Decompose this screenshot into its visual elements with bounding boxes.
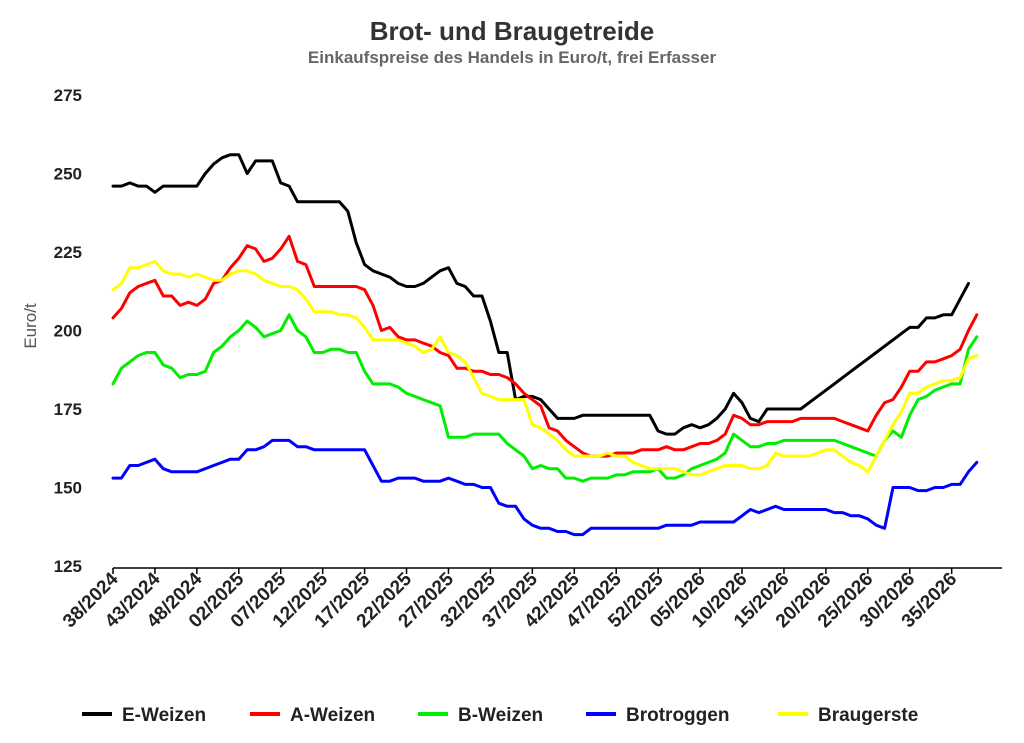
y-tick-label: 225 xyxy=(54,243,82,262)
legend-label: B-Weizen xyxy=(458,705,543,726)
y-tick-label: 200 xyxy=(54,322,82,341)
plot-area xyxy=(111,153,979,537)
y-tick-label: 125 xyxy=(54,557,82,576)
y-tick-label: 150 xyxy=(54,479,82,498)
series-line-braugerste xyxy=(111,259,979,477)
legend: E-Weizen A-Weizen B-Weizen Brotroggen Brauge… xyxy=(82,705,918,726)
legend-label: A-Weizen xyxy=(290,705,375,726)
series-line-e-weizen xyxy=(111,153,970,436)
x-axis: 38/202443/202448/202402/202507/202512/20… xyxy=(59,567,1002,632)
series-line-brotroggen xyxy=(111,438,979,537)
legend-label: E-Weizen xyxy=(122,705,206,726)
legend-label: Brotroggen xyxy=(626,705,729,726)
chart-title: Brot- und Braugetreide xyxy=(369,16,655,46)
y-tick-label: 250 xyxy=(54,165,82,184)
legend-label: Braugerste xyxy=(818,705,918,726)
y-tick-label: 275 xyxy=(54,86,82,105)
y-axis-label: Euro/t xyxy=(21,303,40,349)
chart-subtitle: Einkaufspreise des Handels in Euro/t, fr… xyxy=(307,48,717,67)
y-tick-label: 175 xyxy=(54,400,82,419)
y-axis: 125 150 175 200 225 250 275 xyxy=(54,86,82,576)
series-line-a-weizen xyxy=(111,234,979,458)
series-line-b-weizen xyxy=(111,313,979,483)
